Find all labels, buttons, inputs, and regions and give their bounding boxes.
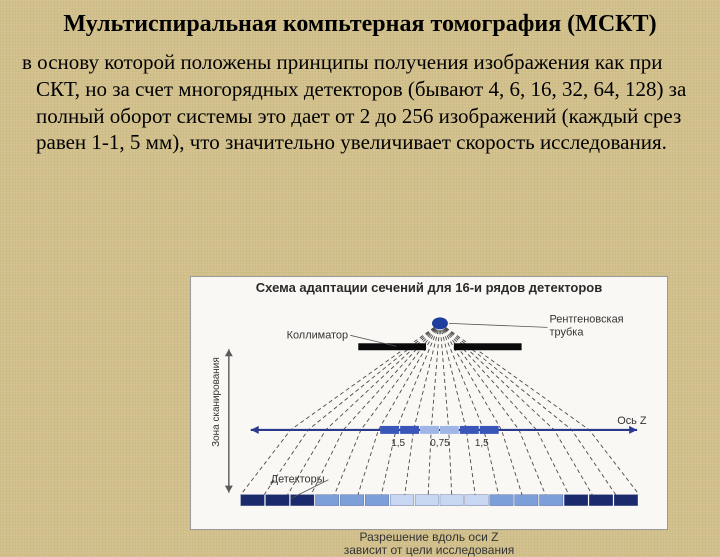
svg-text:Детекторы: Детекторы: [271, 474, 325, 486]
page-title: Мультиспиральная компьтерная томография …: [0, 0, 720, 43]
diagram-title: Схема адаптации сечений для 16-и рядов д…: [191, 277, 667, 295]
bottom-line2: зависит от цели исследования: [344, 543, 515, 557]
ct-diagram: 1,5 0,75 1,5 Коллиматор Рентгеновскаятрубка О…: [191, 295, 667, 525]
diagram-bottom-caption: Разрешение вдоль оси Z зависит от цели и…: [191, 530, 667, 557]
svg-text:Рентгеновская: Рентгеновская: [549, 313, 623, 325]
body-paragraph: в основу которой положены принципы получ…: [0, 43, 720, 157]
diagram-container: Схема адаптации сечений для 16-и рядов д…: [190, 276, 668, 530]
svg-text:1,5: 1,5: [391, 438, 405, 449]
svg-text:Ось Z: Ось Z: [617, 415, 647, 427]
svg-text:Зона сканирования: Зона сканирования: [211, 357, 222, 447]
svg-text:трубка: трубка: [549, 326, 584, 338]
svg-text:1,5: 1,5: [475, 438, 489, 449]
bottom-line1: Разрешение вдоль оси Z: [360, 530, 499, 544]
svg-text:Коллиматор: Коллиматор: [287, 329, 349, 341]
svg-text:0,75: 0,75: [430, 438, 450, 449]
